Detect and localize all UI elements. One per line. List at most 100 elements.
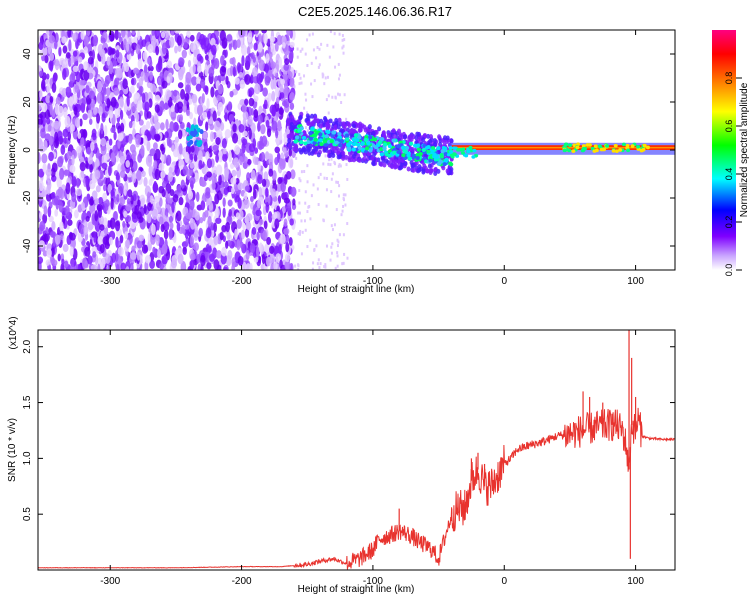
x-tick-label: 0 <box>501 276 507 287</box>
heatmap-cell <box>39 89 43 100</box>
heatmap-cell <box>309 238 312 242</box>
heatmap-cell <box>161 42 167 55</box>
heatmap-cell <box>387 153 392 158</box>
heatmap-cell <box>346 143 351 148</box>
heatmap-cell <box>317 176 320 180</box>
heatmap-cell <box>274 41 279 52</box>
heatmap-cell <box>331 228 334 232</box>
heatmap-cell <box>322 162 325 166</box>
heatmap-cell <box>294 264 297 268</box>
x-tick-label: 100 <box>627 576 644 587</box>
heatmap-cell <box>86 146 92 155</box>
heatmap-cell <box>318 138 323 143</box>
heatmap-cell <box>343 38 346 42</box>
heatmap-cell <box>436 146 441 151</box>
heatmap-cell <box>180 179 185 189</box>
heatmap-cell <box>128 135 133 144</box>
heatmap-cell <box>80 137 85 147</box>
heatmap-cell <box>256 246 260 258</box>
heatmap-cell <box>152 246 156 255</box>
heatmap-cell <box>51 231 57 239</box>
heatmap-cell <box>125 203 132 212</box>
heatmap-cell <box>94 197 99 206</box>
heatmap-cell <box>278 56 282 68</box>
heatmap-cell <box>571 149 576 153</box>
heatmap-cell <box>372 151 377 157</box>
heatmap-cell <box>337 77 340 81</box>
heatmap-cell <box>85 160 89 169</box>
heatmap-cell <box>190 145 195 153</box>
heatmap-cell <box>333 223 336 227</box>
heatmap-cell <box>641 148 646 152</box>
heatmap-cell <box>49 61 54 72</box>
heatmap-cell <box>254 30 259 35</box>
heatmap-cell <box>138 234 145 242</box>
heatmap-cell <box>224 112 228 122</box>
heatmap-cell <box>312 261 315 265</box>
heatmap-cell <box>88 50 93 57</box>
heatmap-cell <box>344 154 349 160</box>
heatmap-cell <box>196 53 202 62</box>
heatmap-cell <box>45 192 52 202</box>
heatmap-cell <box>325 98 328 102</box>
heatmap-cell <box>170 259 178 269</box>
heatmap-cell <box>216 129 223 139</box>
heatmap-cell <box>410 146 415 152</box>
heatmap-cell <box>55 136 59 147</box>
heatmap-cell <box>645 145 650 150</box>
y-tick-label: 40 <box>22 48 33 60</box>
heatmap-cell <box>155 45 160 56</box>
heatmap-cell <box>149 259 156 269</box>
heatmap-cell <box>325 188 328 192</box>
heatmap-cell <box>323 82 326 86</box>
heatmap-cell <box>44 109 51 120</box>
heatmap-cell <box>343 93 346 97</box>
heatmap-cell <box>299 49 302 53</box>
heatmap-cell <box>164 131 169 139</box>
heatmap-cell <box>328 153 333 159</box>
heatmap-cell <box>315 244 318 248</box>
heatmap-cell <box>241 55 245 67</box>
heatmap-cell <box>341 150 346 156</box>
heatmap-cell <box>95 185 101 193</box>
heatmap-cell <box>98 105 103 116</box>
heatmap-cell <box>154 30 160 40</box>
snr-multiplier: (x10^4) <box>8 316 19 349</box>
heatmap-cell <box>292 198 296 206</box>
heatmap-cell <box>143 204 147 214</box>
heatmap-cell <box>382 142 388 147</box>
heatmap-cell <box>38 233 41 242</box>
heatmap-cell <box>208 238 212 246</box>
heatmap-cell <box>131 149 137 158</box>
heatmap-cell <box>281 100 288 107</box>
heatmap-cell <box>214 120 221 132</box>
heatmap-cell <box>111 252 116 263</box>
heatmap-cell <box>105 253 111 264</box>
colorbar-tick-label: 0.2 <box>724 216 734 229</box>
heatmap-cell <box>171 201 175 213</box>
heatmap-cell <box>452 146 457 150</box>
snr-frame <box>37 329 676 571</box>
heatmap-cell <box>275 72 279 79</box>
heatmap-cell <box>322 219 325 223</box>
heatmap-cell <box>101 162 108 169</box>
heatmap-cell <box>613 143 618 148</box>
heatmap-cell <box>71 192 77 203</box>
heatmap-cell <box>65 182 71 195</box>
heatmap-cell <box>236 239 241 251</box>
heatmap-cell <box>416 168 421 174</box>
heatmap-cell <box>189 34 195 42</box>
heatmap-cell <box>438 159 444 164</box>
heatmap-cell <box>213 235 219 246</box>
heatmap-cell <box>241 130 248 137</box>
heatmap-cell <box>190 253 196 261</box>
heatmap-cell <box>308 131 313 136</box>
heatmap-cell <box>136 211 142 220</box>
heatmap-cell <box>110 72 114 82</box>
colorbar-tick-label: 0.0 <box>724 264 734 277</box>
heatmap-cell <box>206 171 212 178</box>
heatmap-cell <box>264 75 271 86</box>
heatmap-cell <box>232 132 239 144</box>
heatmap-cell <box>159 100 165 112</box>
heatmap-cell <box>275 136 280 146</box>
